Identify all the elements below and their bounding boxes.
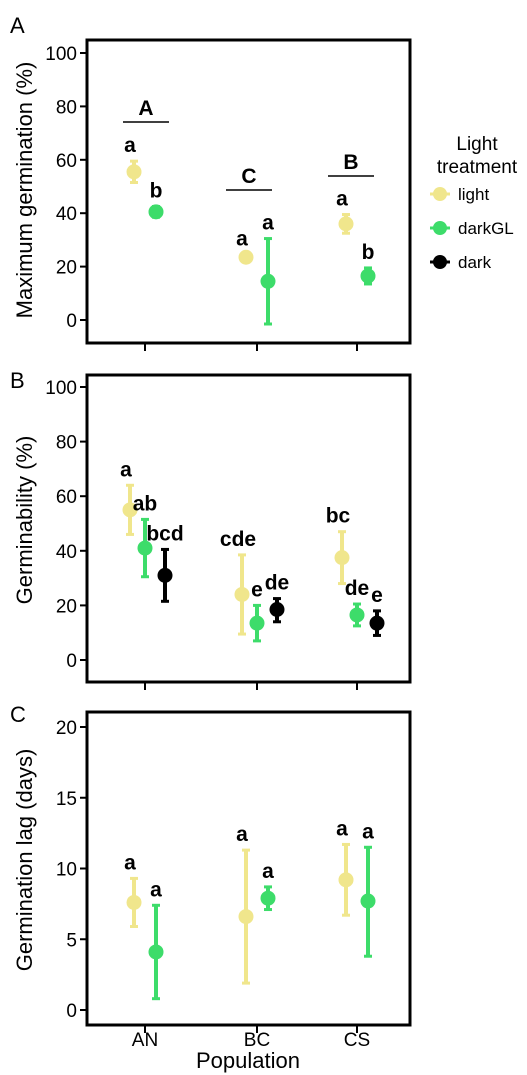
y-tick-label: 40 — [56, 204, 77, 225]
legend: Light treatment light darkGL dark — [430, 134, 518, 272]
y-tick-label: 80 — [56, 97, 77, 118]
y-tick-label: 0 — [66, 311, 77, 332]
y-tick-label: 60 — [56, 487, 77, 508]
significance-letter: a — [262, 212, 274, 235]
significance-letter: bcd — [146, 522, 183, 545]
data-point-darkGL — [148, 204, 164, 220]
panel-c-x-ticks: AN BC CS — [132, 1026, 370, 1051]
data-point-light — [338, 216, 354, 232]
significance-letter: a — [236, 823, 248, 846]
data-point-darkGL — [249, 615, 265, 631]
significance-letter: a — [124, 851, 136, 874]
significance-letter: de — [265, 572, 290, 595]
significance-letter: bc — [326, 505, 351, 528]
data-point-darkGL — [360, 268, 376, 284]
x-tick-label: AN — [132, 1030, 158, 1051]
significance-letter: e — [371, 584, 383, 607]
y-tick-label: 20 — [56, 258, 77, 279]
panel-b-frame — [85, 373, 412, 684]
panel-b-y-axis-label: Germinability (%) — [12, 436, 37, 605]
significance-letter: a — [262, 860, 274, 883]
significance-letter: a — [236, 228, 248, 251]
group-letter: A — [138, 97, 153, 120]
data-point-light — [126, 164, 142, 180]
legend-items: light darkGL dark — [430, 185, 514, 272]
significance-letter: b — [150, 180, 163, 203]
significance-letter: e — [251, 578, 263, 601]
panel-a-frame — [85, 38, 412, 345]
legend-title-line-1: Light — [456, 134, 498, 155]
legend-title-line-2: treatment — [437, 157, 518, 178]
y-tick-label: 15 — [56, 789, 77, 810]
y-tick-label: 40 — [56, 542, 77, 563]
y-tick-label: 100 — [45, 44, 77, 65]
data-point-light — [238, 909, 254, 925]
y-tick-label: 20 — [56, 718, 77, 739]
legend-marker-darkGL — [433, 221, 447, 235]
panel-b-y-ticks: 0 20 40 60 80 100 — [45, 378, 87, 672]
data-point-dark — [157, 567, 173, 583]
y-tick-label: 100 — [45, 378, 77, 399]
data-point-light — [338, 872, 354, 888]
data-point-dark — [269, 601, 285, 617]
data-point-darkGL — [349, 607, 365, 623]
group-letter: C — [241, 165, 256, 188]
data-point-dark — [369, 615, 385, 631]
significance-letter: b — [362, 241, 375, 264]
panel-b: B Germinability (%) 0 20 40 60 80 100 a cde bc a… — [10, 368, 412, 690]
legend-marker-dark — [433, 255, 447, 269]
panel-c-y-ticks: 0 5 10 15 20 — [56, 718, 87, 1022]
y-tick-label: 0 — [66, 1001, 77, 1022]
y-tick-label: 20 — [56, 596, 77, 617]
data-point-darkGL — [360, 893, 376, 909]
significance-letter: a — [124, 134, 136, 157]
panel-a-y-axis-label: Maximum germination (%) — [12, 62, 37, 319]
panel-letter-a: A — [10, 13, 25, 38]
y-tick-label: 60 — [56, 151, 77, 172]
significance-letter: cde — [220, 528, 256, 551]
data-point-darkGL — [148, 944, 164, 960]
panel-a-group-letters: A C B — [123, 97, 374, 191]
panel-a: A Maximum germination (%) 0 20 40 60 80 100 A… — [10, 13, 412, 351]
legend-marker-light — [433, 187, 447, 201]
significance-letter: a — [362, 820, 374, 843]
x-tick-label: CS — [344, 1030, 370, 1051]
data-point-light — [122, 502, 138, 518]
data-point-light — [126, 894, 142, 910]
panel-c: C Germination lag (days) 0 5 10 15 20 AN BC CS… — [10, 702, 412, 1051]
y-tick-label: 10 — [56, 860, 77, 881]
significance-letter: a — [336, 188, 348, 211]
significance-letter: a — [120, 458, 132, 481]
legend-label-light: light — [458, 185, 489, 204]
panel-c-y-axis-label: Germination lag (days) — [12, 749, 37, 972]
y-tick-label: 80 — [56, 433, 77, 454]
data-point-darkGL — [137, 540, 153, 556]
significance-letter: a — [150, 878, 162, 901]
significance-letter: a — [336, 817, 348, 840]
significance-letter: de — [345, 577, 370, 600]
panel-letter-c: C — [10, 702, 26, 727]
panel-letter-b: B — [10, 368, 25, 393]
panel-a-y-ticks: 0 20 40 60 80 100 — [45, 44, 87, 332]
data-point-darkGL — [260, 273, 276, 289]
data-point-darkGL — [260, 890, 276, 906]
y-tick-label: 5 — [66, 930, 77, 951]
group-letter: B — [343, 151, 358, 174]
data-point-light — [234, 586, 250, 602]
legend-label-darkGL: darkGL — [458, 219, 514, 238]
x-tick-label: BC — [244, 1030, 270, 1051]
data-point-light — [238, 249, 254, 265]
data-point-light — [334, 550, 350, 566]
x-axis-title: Population — [196, 1048, 300, 1073]
y-tick-label: 0 — [66, 651, 77, 672]
significance-letter: ab — [133, 492, 158, 515]
legend-label-dark: dark — [458, 253, 492, 272]
